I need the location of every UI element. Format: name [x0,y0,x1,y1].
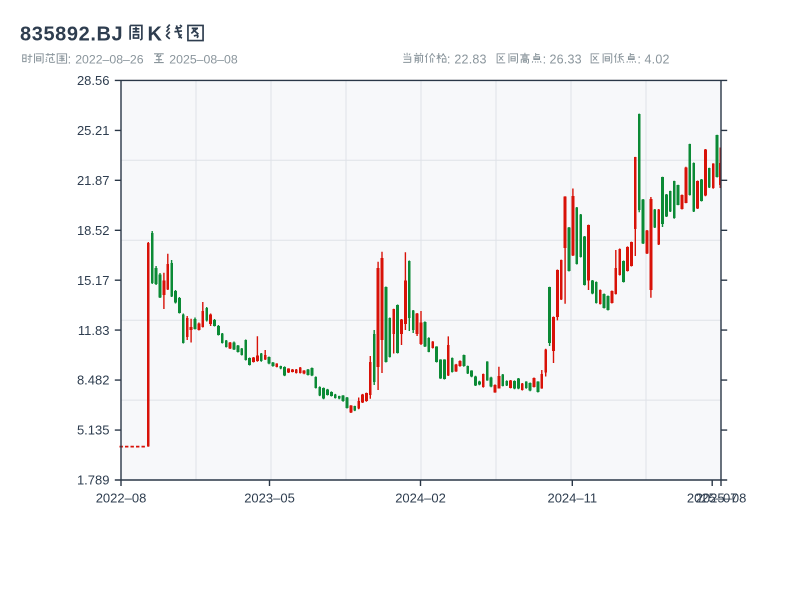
svg-text:25.21: 25.21 [77,123,110,138]
svg-text:22.83: 22.83 [454,53,486,67]
svg-text::: : [637,52,641,67]
svg-text:K: K [148,23,163,45]
svg-text:28.56: 28.56 [77,73,110,88]
svg-text:18.52: 18.52 [77,223,110,238]
svg-text:2022–08–26: 2022–08–26 [75,53,144,67]
svg-text:5.135: 5.135 [77,423,110,438]
svg-text:2024–11: 2024–11 [547,490,597,505]
svg-text:4.02: 4.02 [645,53,670,67]
svg-text:26.33: 26.33 [550,53,582,67]
svg-text:2025–07: 2025–07 [687,490,738,505]
svg-text::: : [543,52,547,67]
svg-text:2024–02: 2024–02 [395,490,446,505]
svg-text:21.87: 21.87 [77,173,110,188]
svg-text::: : [68,52,72,67]
svg-text:2022–08: 2022–08 [96,490,147,505]
svg-text:835892.BJ: 835892.BJ [20,23,123,45]
svg-text:2025–08–08: 2025–08–08 [169,53,238,67]
svg-text:8.482: 8.482 [77,373,110,388]
svg-text:1.789: 1.789 [77,473,110,488]
svg-text:15.17: 15.17 [77,273,110,288]
svg-text:11.83: 11.83 [78,323,110,338]
svg-text:2025–08: 2025–08 [696,490,747,505]
svg-text::: : [447,52,451,67]
svg-text:2023–05: 2023–05 [244,490,295,505]
